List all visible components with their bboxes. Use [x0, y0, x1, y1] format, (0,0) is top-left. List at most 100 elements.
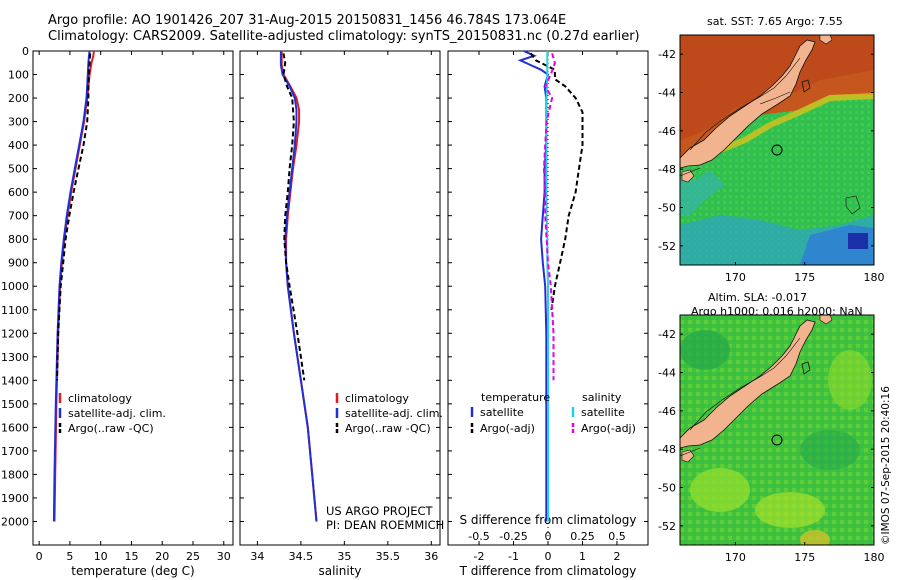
credit-project: US ARGO PROJECT [326, 504, 434, 518]
sla-map-xtick-label: 175 [794, 551, 815, 564]
sla-chatham-contour [801, 361, 811, 375]
temperature-xlabel: temperature (deg C) [71, 564, 194, 578]
sla-map: Altim. SLA: -0.017 Argo h1000: 0.016 h20… [658, 291, 884, 564]
temperature-series-argorawqc [56, 53, 92, 381]
temperature-legend-label: climatology [68, 392, 132, 405]
sst-cold-patch [848, 233, 868, 249]
sst-map: sat. SST: 7.65 Argo: 7.55 -42 -44 -46 -48 -5… [658, 15, 884, 284]
depth-tick-label: 600 [8, 186, 29, 199]
temperature-xtick-label: 5 [66, 550, 73, 563]
difference-top-tick-label: 0.5 [608, 530, 626, 543]
salinity-series-argorawqc [282, 53, 306, 381]
depth-tick-label: 900 [8, 257, 29, 270]
salinity-legend-label: satellite-adj. clim. [345, 407, 443, 420]
sst-map-title: sat. SST: 7.65 Argo: 7.55 [707, 15, 843, 28]
salinity-xtick-label: 35.5 [376, 550, 401, 563]
depth-tick-label: 2000 [1, 515, 29, 528]
legend-group-temperature: temperature [481, 391, 550, 404]
difference-xlabel: T difference from climatology [459, 564, 637, 578]
sst-map-ytick-label: -44 [658, 87, 676, 100]
sst-front [718, 93, 874, 153]
sst-map-frame [679, 34, 875, 266]
difference-panel: -2 -1 0 1 2T difference from climatology -0.5… [447, 50, 649, 578]
sla-shelf-contour [680, 337, 801, 457]
sst-map-xtick-label: 180 [864, 271, 885, 284]
sst-profile-marker [771, 144, 783, 156]
sla-high-4 [800, 530, 830, 545]
depth-tick-label: 1900 [1, 492, 29, 505]
figure-title-line1: Argo profile: AO 1901426_207 31-Aug-2015… [48, 13, 567, 28]
sla-profile-marker [771, 434, 783, 446]
difference-top-tick-label: -0.5 [468, 530, 489, 543]
legend-group-salinity: salinity [582, 391, 622, 404]
sla-map-xtick-label: 180 [864, 551, 885, 564]
sla-map-title: Altim. SLA: -0.017 [708, 291, 807, 304]
sst-map-xtick-label: 170 [725, 271, 746, 284]
sla-map-axes: -42 -44 -46 -48 -50 -52 170 175 180 [658, 328, 884, 564]
sst-map-axes: -42 -44 -46 -48 -50 -52 170 175 180 [658, 48, 884, 284]
difference-top-tick-label: 0.25 [570, 530, 595, 543]
sst-map-xtick-label: 175 [794, 271, 815, 284]
temperature-xtick-label: 30 [217, 550, 231, 563]
salinity-xtick-label: 34 [250, 550, 264, 563]
sla-low-2 [800, 430, 860, 470]
salinity-xtick-label: 35 [337, 550, 351, 563]
sla-north-tip [819, 315, 833, 325]
sla-map-ytick-label: -48 [658, 443, 676, 456]
difference-xtick-label: -1 [508, 550, 519, 563]
temperature-frame [32, 50, 234, 546]
sst-campbell-contour [845, 195, 861, 215]
sst-map-ytick-label: -42 [658, 48, 676, 61]
difference-xtick-label: 0 [545, 550, 552, 563]
depth-tick-label: 1600 [1, 421, 29, 434]
salinity-xtick-label: 36 [424, 550, 438, 563]
sst-cold-region-1 [680, 170, 725, 215]
temperature-xtick-label: 15 [124, 550, 138, 563]
legend-item-label: satellite [480, 406, 524, 419]
legend-item-label: Argo(-adj) [581, 422, 636, 435]
sla-high-2 [755, 492, 825, 528]
difference-xtick-label: 2 [613, 550, 620, 563]
sst-stewart-island [681, 169, 695, 183]
depth-tick-label: 200 [8, 92, 29, 105]
sla-map-ytick-label: -44 [658, 367, 676, 380]
temperature-panel: 0100200300400500600700800900100011001200… [1, 45, 234, 578]
sst-north-tip [819, 35, 833, 45]
profile-panels: 0100200300400500600700800900100011001200… [1, 45, 649, 578]
difference-series-salinity-satellite [545, 51, 549, 522]
sla-high-3 [828, 350, 872, 410]
temperature-xtick-label: 10 [94, 550, 108, 563]
depth-tick-label: 1000 [1, 280, 29, 293]
difference-top-tick-label: -0.25 [499, 530, 527, 543]
sst-map-ytick-label: -52 [658, 240, 676, 253]
sst-map-ytick-label: -50 [658, 202, 676, 215]
difference-series-salinity-argoadj [542, 53, 556, 381]
sst-south-island [680, 39, 816, 169]
depth-tick-label: 1500 [1, 398, 29, 411]
depth-tick-label: 400 [8, 139, 29, 152]
sla-map-ytick-label: -46 [658, 405, 676, 418]
depth-tick-label: 100 [8, 69, 29, 82]
sla-high-1 [690, 468, 750, 512]
salinity-legend-label: Argo(..raw -QC) [345, 422, 431, 435]
difference-xtick-label: -2 [474, 550, 485, 563]
legend-item-label: Argo(-adj) [480, 422, 535, 435]
sst-map-ytick-label: -48 [658, 163, 676, 176]
depth-tick-label: 300 [8, 116, 29, 129]
legend-item-label: satellite [581, 406, 625, 419]
temperature-legend-label: Argo(..raw -QC) [68, 422, 154, 435]
difference-series-temperature-argoadj [529, 52, 584, 310]
depth-tick-label: 500 [8, 163, 29, 176]
salinity-panel: 34 34.5 35 35.5 36 salinity climatology satelli… [239, 50, 443, 578]
depth-tick-label: 1700 [1, 445, 29, 458]
salinity-frame [239, 50, 441, 546]
sla-map-xtick-label: 170 [725, 551, 746, 564]
sst-chatham-contour [801, 79, 811, 93]
temperature-xtick-label: 25 [186, 550, 200, 563]
sst-shelf-contour [680, 57, 801, 177]
salinity-xtick-label: 34.5 [289, 550, 314, 563]
temperature-series-satelliteadjclim [52, 50, 91, 522]
salinity-legend-label: climatology [345, 392, 409, 405]
temperature-legend-label: satellite-adj. clim. [68, 407, 166, 420]
difference-xtick-label: 1 [579, 550, 586, 563]
